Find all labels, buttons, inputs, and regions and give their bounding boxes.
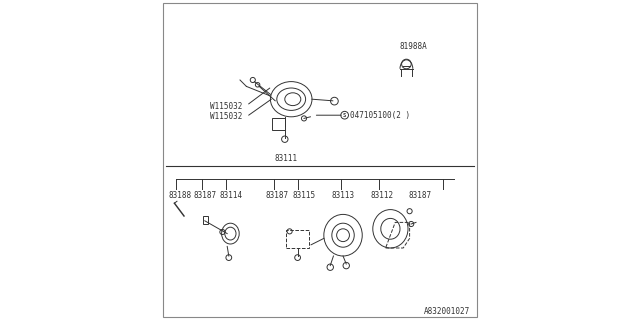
Bar xyxy=(272,118,285,130)
Text: 83112: 83112 xyxy=(371,191,394,200)
Text: S: S xyxy=(343,113,346,118)
Text: 83111: 83111 xyxy=(275,154,298,163)
Text: A832001027: A832001027 xyxy=(424,308,470,316)
Text: 83187: 83187 xyxy=(266,191,289,200)
Text: 83115: 83115 xyxy=(292,191,316,200)
Text: 83114: 83114 xyxy=(219,191,243,200)
Text: 047105100(2 ): 047105100(2 ) xyxy=(351,111,410,120)
Bar xyxy=(204,216,208,224)
Text: 83188: 83188 xyxy=(169,191,192,200)
Text: 83113: 83113 xyxy=(332,191,355,200)
Bar xyxy=(287,230,308,248)
Text: W115032: W115032 xyxy=(210,112,242,121)
Text: 83187: 83187 xyxy=(409,191,432,200)
Text: 81988A: 81988A xyxy=(399,42,427,51)
Text: 83187: 83187 xyxy=(193,191,217,200)
Text: W115032: W115032 xyxy=(210,102,242,111)
